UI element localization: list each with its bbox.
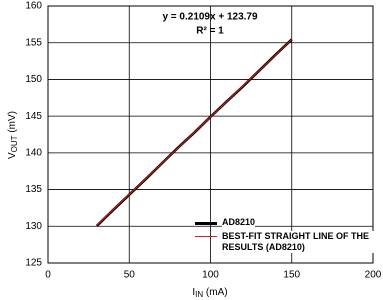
x-label-unit: (mA) (203, 287, 227, 298)
legend-swatch (195, 222, 217, 225)
y-axis-label: VOUT (mV) (7, 111, 19, 159)
legend-item: BEST-FIT STRAIGHT LINE OF THE RESULTS (A… (195, 231, 375, 253)
y-tick-label: 160 (25, 1, 42, 12)
legend-item: AD8210 (195, 217, 375, 228)
y-label-unit: (mV) (7, 111, 18, 135)
y-tick-label: 125 (25, 258, 42, 269)
x-tick-label: 50 (124, 270, 136, 281)
legend-label: BEST-FIT STRAIGHT LINE OF THE RESULTS (A… (222, 231, 375, 253)
y-tick-label: 135 (25, 184, 42, 195)
data-line (96, 39, 293, 226)
y-tick-label: 145 (25, 111, 42, 122)
y-label-sub: OUT (10, 135, 19, 152)
x-tick-label: 150 (283, 270, 300, 281)
x-label-main: I (192, 287, 195, 298)
x-tick-label: 200 (365, 270, 382, 281)
x-tick-label: 100 (202, 270, 219, 281)
x-label-sub: IN (195, 290, 203, 299)
legend-label: AD8210 (222, 217, 256, 228)
y-tick-label: 140 (25, 147, 42, 158)
y-tick-label: 150 (25, 74, 42, 85)
plot-frame (47, 5, 374, 264)
y-tick-label: 155 (25, 37, 42, 48)
y-label-main: V (7, 152, 18, 159)
y-tick-label: 130 (25, 221, 42, 232)
x-tick-label: 0 (45, 270, 51, 281)
legend-swatch (195, 236, 217, 237)
x-axis-label: IIN (mA) (192, 287, 227, 299)
legend: AD8210 BEST-FIT STRAIGHT LINE OF THE RESU… (195, 217, 375, 256)
